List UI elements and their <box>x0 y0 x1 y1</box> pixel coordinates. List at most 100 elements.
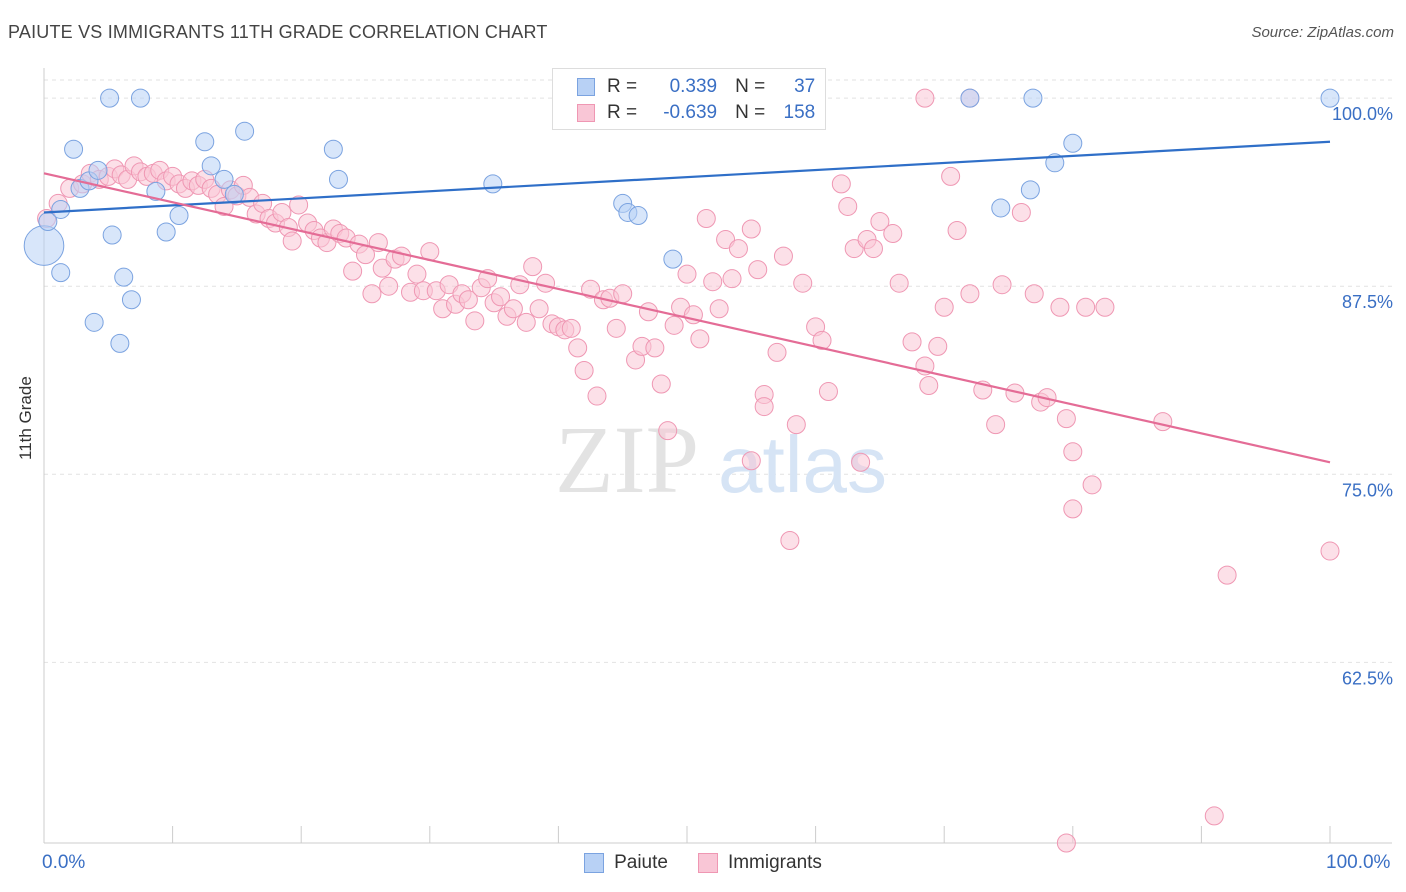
immigrants-point <box>289 195 309 215</box>
immigrants-trendline <box>43 172 1331 464</box>
immigrants-point <box>919 376 939 396</box>
immigrants-point <box>379 276 399 296</box>
immigrants-point <box>863 239 883 259</box>
immigrants-point <box>343 261 363 281</box>
y-tick-label: 87.5% <box>1342 292 1393 312</box>
legend-row-paiute: R = 0.339 N = 37 <box>577 75 815 99</box>
paiute-point <box>483 174 503 194</box>
paiute-point <box>663 249 683 269</box>
series-legend: Paiute Immigrants <box>0 852 1406 874</box>
paiute-point <box>88 160 108 180</box>
paiute-point <box>195 132 215 152</box>
paiute-point <box>1023 88 1043 108</box>
immigrants-point <box>465 311 485 331</box>
paiute-point <box>64 139 84 159</box>
immigrants-point <box>523 257 543 277</box>
immigrants-point <box>986 415 1006 435</box>
immigrants-point <box>818 382 838 402</box>
paiute-trendline <box>43 140 1331 214</box>
immigrants-point <box>889 273 909 293</box>
paiute-point <box>51 263 71 283</box>
paiute-swatch <box>577 78 595 96</box>
paiute-point <box>214 169 234 189</box>
stats-legend: R = 0.339 N = 37 R = -0.639 N = 158 <box>552 68 826 130</box>
paiute-point <box>100 88 120 108</box>
immigrants-n-label: N = <box>735 102 766 123</box>
immigrants-point <box>282 231 302 251</box>
paiute-points <box>23 88 1340 353</box>
immigrants-point <box>529 299 549 319</box>
immigrants-point <box>677 264 697 284</box>
immigrants-point <box>1063 442 1083 462</box>
immigrants-point <box>1153 412 1173 432</box>
immigrants-point <box>941 166 961 186</box>
immigrants-point <box>503 299 523 319</box>
immigrants-legend-swatch <box>697 853 718 873</box>
paiute-legend-swatch <box>584 853 605 873</box>
immigrants-swatch <box>577 104 595 122</box>
immigrants-point <box>606 318 626 338</box>
immigrants-point <box>838 196 858 216</box>
immigrants-point <box>1095 297 1115 317</box>
immigrants-point <box>728 239 748 259</box>
y-tick-label: 75.0% <box>1342 480 1393 500</box>
immigrants-point <box>1076 297 1096 317</box>
paiute-point <box>110 333 130 353</box>
immigrants-point <box>902 332 922 352</box>
immigrants-point <box>561 318 581 338</box>
immigrants-point <box>1050 297 1070 317</box>
immigrants-point <box>767 342 787 362</box>
paiute-point <box>146 181 166 201</box>
paiute-legend-label: Paiute <box>614 852 668 873</box>
immigrants-point <box>1063 499 1083 519</box>
immigrants-point <box>1082 475 1102 495</box>
immigrants-point <box>664 315 684 335</box>
immigrants-point <box>1024 284 1044 304</box>
immigrants-point <box>709 299 729 319</box>
immigrants-point <box>1056 409 1076 429</box>
paiute-point <box>1320 88 1340 108</box>
immigrants-point <box>883 224 903 244</box>
y-tick-label: 62.5% <box>1342 668 1393 688</box>
paiute-point <box>628 205 648 225</box>
immigrants-point <box>568 338 588 358</box>
immigrants-point <box>741 219 761 239</box>
immigrants-point <box>716 230 736 250</box>
paiute-point <box>51 199 71 219</box>
paiute-point <box>328 169 348 189</box>
immigrants-point <box>613 284 633 304</box>
x-tick-label-max: 100.0% <box>1326 852 1391 873</box>
immigrants-legend-label: Immigrants <box>727 852 822 873</box>
immigrants-point <box>690 329 710 349</box>
x-tick-label-min: 0.0% <box>42 852 86 873</box>
paiute-r-label: R = <box>607 76 638 97</box>
legend-row-immigrants: R = -0.639 N = 158 <box>577 101 815 125</box>
paiute-point <box>169 205 189 225</box>
immigrants-n-value: 158 <box>783 102 816 123</box>
watermark-zip: ZIP <box>555 406 699 513</box>
y-tick-label: 100.0% <box>1332 104 1393 124</box>
immigrants-point <box>574 360 594 380</box>
immigrants-point <box>722 269 742 289</box>
paiute-point <box>1063 133 1083 153</box>
immigrants-point <box>536 273 556 293</box>
immigrants-r-label: R = <box>607 102 638 123</box>
immigrants-point <box>748 260 768 280</box>
immigrants-point <box>1204 806 1224 826</box>
immigrants-point <box>934 297 954 317</box>
immigrants-point <box>1011 202 1031 222</box>
immigrants-point <box>780 531 800 551</box>
immigrants-point <box>793 273 813 293</box>
immigrants-r-value: -0.639 <box>663 102 718 123</box>
immigrants-point <box>696 208 716 228</box>
paiute-point <box>102 225 122 245</box>
paiute-point <box>121 290 141 310</box>
paiute-n-value: 37 <box>794 76 816 97</box>
paiute-point <box>156 222 176 242</box>
immigrants-point <box>581 279 601 299</box>
immigrants-point <box>831 174 851 194</box>
immigrants-point <box>645 338 665 358</box>
immigrants-point <box>773 246 793 266</box>
legend-item-immigrants: Immigrants <box>697 852 822 874</box>
